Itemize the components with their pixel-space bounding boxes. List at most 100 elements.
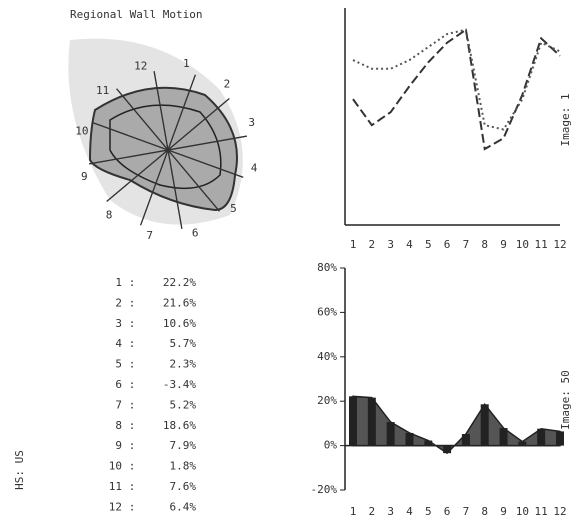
x-tick-label: 8 [481,238,488,251]
bar [405,432,414,446]
segment-label: 6 [192,227,199,240]
wall-diagram [68,38,243,225]
side-label: HS: US [13,450,26,490]
x-tick-label: 6 [444,238,451,251]
separator: : [129,500,136,513]
y-tick-label: 20% [317,394,337,407]
separator: : [129,419,136,432]
y-tick-label: 0% [324,439,338,452]
separator: : [129,378,136,391]
bar [461,434,470,446]
x-tick-label: 9 [500,238,507,251]
bar [367,397,376,446]
bar [518,441,527,446]
x-tick-label: 1 [350,238,357,251]
y-tick-label: -20% [311,483,338,496]
result-value: 21.6% [163,296,196,309]
separator: : [129,317,136,330]
segment-label: 10 [75,125,88,138]
result-segment: 9 [115,439,122,452]
x-tick-label: 11 [535,238,548,251]
result-segment: 5 [115,358,122,371]
segment-label: 11 [96,84,109,97]
bar [499,428,508,446]
segment-label: 9 [81,170,88,183]
result-value: 2.3% [170,358,197,371]
line-series [352,27,561,151]
segment-label: 12 [134,59,147,72]
x-tick-label: 8 [481,505,488,518]
result-value: 1.8% [170,460,197,473]
x-tick-label: 4 [406,505,413,518]
side-label: Image: 1 [559,94,572,147]
result-value: 10.6% [163,317,196,330]
x-tick-label: 12 [553,238,566,251]
segment-label: 2 [224,78,231,91]
x-tick-label: 5 [425,238,432,251]
x-tick-label: 10 [516,505,529,518]
bar [443,445,452,454]
bar [537,428,546,446]
x-tick-label: 3 [387,505,394,518]
result-segment: 3 [115,317,122,330]
result-segment: 2 [115,296,122,309]
segment-label: 4 [251,161,258,174]
side-label: Image: 50 [559,370,572,430]
result-value: 18.6% [163,419,196,432]
result-segment: 8 [115,419,122,432]
x-tick-label: 7 [463,505,470,518]
x-tick-label: 5 [425,505,432,518]
x-tick-label: 10 [516,238,529,251]
x-tick-label: 2 [369,505,376,518]
separator: : [129,337,136,350]
x-tick-label: 12 [553,505,566,518]
result-value: 5.2% [170,398,197,411]
separator: : [129,439,136,452]
result-value: 22.2% [163,276,196,289]
x-tick-label: 9 [500,505,507,518]
x-tick-label: 2 [369,238,376,251]
result-segment: 1 [115,276,122,289]
segment-label: 3 [248,116,255,129]
title: Regional Wall Motion [70,8,202,21]
segment-label: 7 [146,229,153,242]
x-tick-label: 3 [387,238,394,251]
x-tick-label: 7 [463,238,470,251]
y-tick-label: 40% [317,350,337,363]
line-series [352,28,561,131]
result-segment: 4 [115,337,122,350]
result-segment: 6 [115,378,122,391]
separator: : [129,358,136,371]
segment-label: 8 [106,208,113,221]
segment-label: 1 [183,57,190,70]
bar [424,440,433,446]
bar [386,422,395,446]
separator: : [129,398,136,411]
area [352,395,561,455]
spoke [116,88,220,212]
result-value: 5.7% [170,337,197,350]
bar [480,404,489,446]
result-segment: 10 [109,460,122,473]
separator: : [129,276,136,289]
x-tick-label: 4 [406,238,413,251]
y-tick-label: 80% [317,261,337,274]
x-tick-label: 6 [444,505,451,518]
separator: : [129,480,136,493]
separator: : [129,460,136,473]
result-segment: 11 [109,480,122,493]
result-value: 7.9% [170,439,197,452]
result-value: 7.6% [170,480,197,493]
x-tick-label: 1 [350,505,357,518]
y-tick-label: 60% [317,305,337,318]
result-segment: 12 [109,500,122,513]
result-value: 6.4% [170,500,197,513]
bar [556,431,564,446]
separator: : [129,296,136,309]
x-tick-label: 11 [535,505,548,518]
bar [349,396,357,446]
result-segment: 7 [115,398,122,411]
result-value: -3.4% [163,378,196,391]
segment-label: 5 [230,202,237,215]
